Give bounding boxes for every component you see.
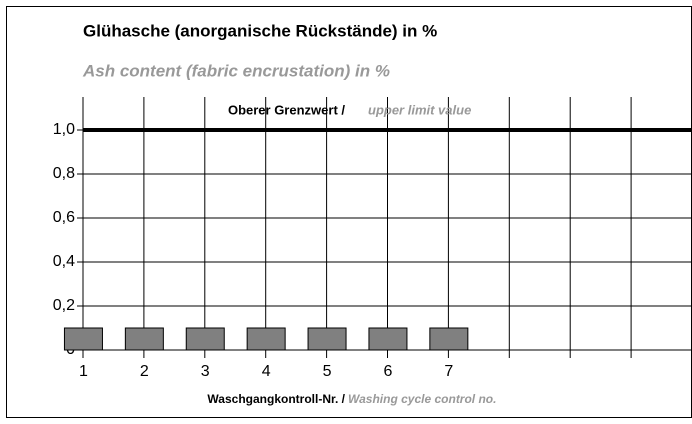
x-axis-label-en: Washing cycle control no. bbox=[348, 392, 496, 406]
x-tick-label: 5 bbox=[323, 363, 332, 380]
bar bbox=[63, 327, 103, 351]
x-tick-label: 2 bbox=[140, 363, 149, 380]
chart-title: Glühasche (anorganische Rückstände) in % bbox=[83, 21, 437, 40]
bar bbox=[307, 327, 347, 351]
y-tick-label: 0,8 bbox=[53, 165, 75, 182]
bar bbox=[185, 327, 225, 351]
x-tick-label: 4 bbox=[262, 363, 271, 380]
bar bbox=[124, 327, 164, 351]
x-tick-label: 7 bbox=[444, 363, 453, 380]
y-tick-label: 0,6 bbox=[53, 209, 75, 226]
x-tick-label: 3 bbox=[201, 363, 210, 380]
bar bbox=[368, 327, 408, 351]
chart-subtitle: Ash content (fabric encrustation) in % bbox=[82, 61, 390, 80]
y-tick-label: 0,4 bbox=[53, 253, 75, 270]
x-tick-label: 1 bbox=[79, 363, 88, 380]
bar bbox=[246, 327, 286, 351]
y-tick-label: 1,0 bbox=[53, 121, 75, 138]
bar bbox=[429, 327, 469, 351]
x-tick-label: 6 bbox=[383, 363, 392, 380]
y-tick-label: 0,2 bbox=[53, 297, 75, 314]
x-axis-label: Waschgangkontroll-Nr. / bbox=[207, 392, 345, 406]
limit-label: Oberer Grenzwert / bbox=[228, 102, 345, 117]
limit-label-en: upper limit value bbox=[368, 102, 471, 117]
